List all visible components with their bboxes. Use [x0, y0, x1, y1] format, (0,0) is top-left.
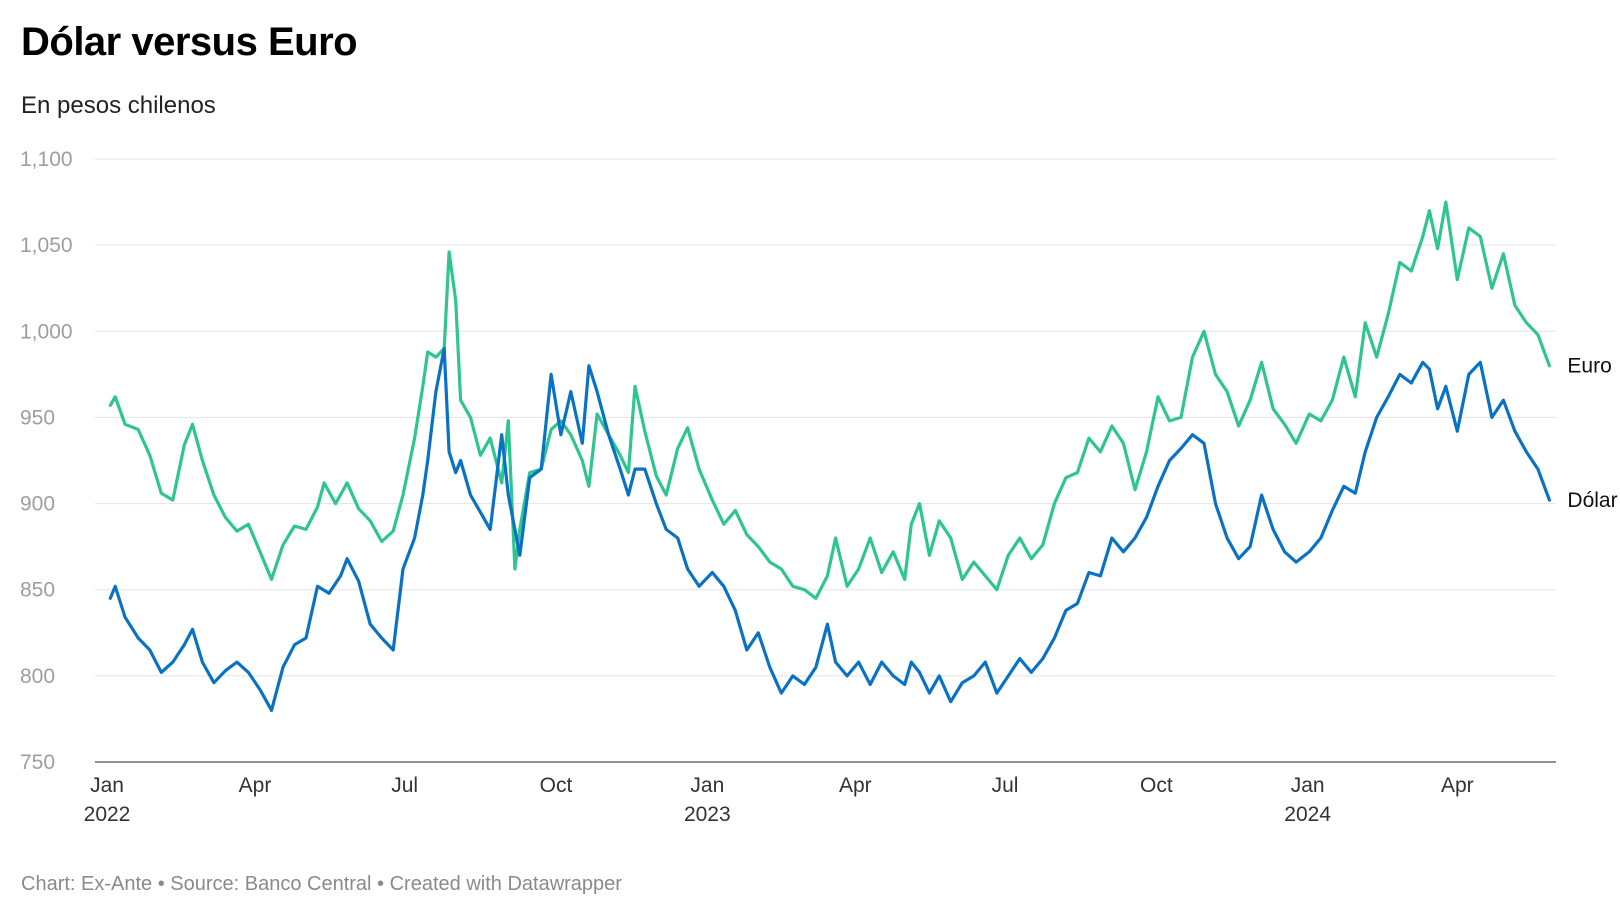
chart-title: Dólar versus Euro	[21, 20, 358, 64]
x-tick-year: 2024	[1284, 803, 1331, 826]
x-tick-label: Jan	[690, 774, 724, 797]
x-tick-label: Jan	[1291, 774, 1325, 797]
y-tick-label: 900	[20, 493, 55, 516]
y-tick-label: 750	[20, 751, 55, 774]
x-axis-ticks: Jan 2022 Apr Jul Oct Jan 2023 Apr Jul Oct Jan 2024 A…	[84, 774, 1474, 826]
chart-footer: Chart: Ex-Ante • Source: Banco Central •…	[21, 873, 622, 895]
x-tick-label: Oct	[1140, 774, 1173, 797]
y-tick-label: 1,100	[20, 148, 73, 171]
x-tick-label: Jul	[992, 774, 1019, 797]
x-tick-year: 2022	[84, 803, 131, 826]
x-tick-label: Apr	[239, 774, 272, 797]
chart-subtitle: En pesos chilenos	[21, 92, 216, 119]
series-line-euro	[108, 200, 1552, 600]
y-tick-label: 800	[20, 665, 55, 688]
y-tick-label: 950	[20, 406, 55, 429]
x-tick-label: Jan	[90, 774, 124, 797]
x-tick-label: Apr	[839, 774, 872, 797]
y-tick-label: 1,050	[20, 234, 73, 257]
series-label-euro: Euro	[1567, 355, 1611, 378]
y-tick-label: 1,000	[20, 320, 73, 343]
series-label-dolar: Dólar	[1567, 489, 1617, 512]
y-axis-ticks: 750 800 850 900 950 1,000 1,050 1,100	[20, 148, 73, 774]
x-tick-label: Apr	[1441, 774, 1474, 797]
series-line-dolar	[108, 346, 1552, 712]
x-tick-label: Jul	[391, 774, 418, 797]
series-lines	[108, 200, 1552, 712]
series-labels: Euro Dólar	[1567, 355, 1617, 512]
x-tick-label: Oct	[540, 774, 573, 797]
y-tick-label: 850	[20, 579, 55, 602]
gridlines	[95, 158, 1556, 763]
x-tick-year: 2023	[684, 803, 731, 826]
